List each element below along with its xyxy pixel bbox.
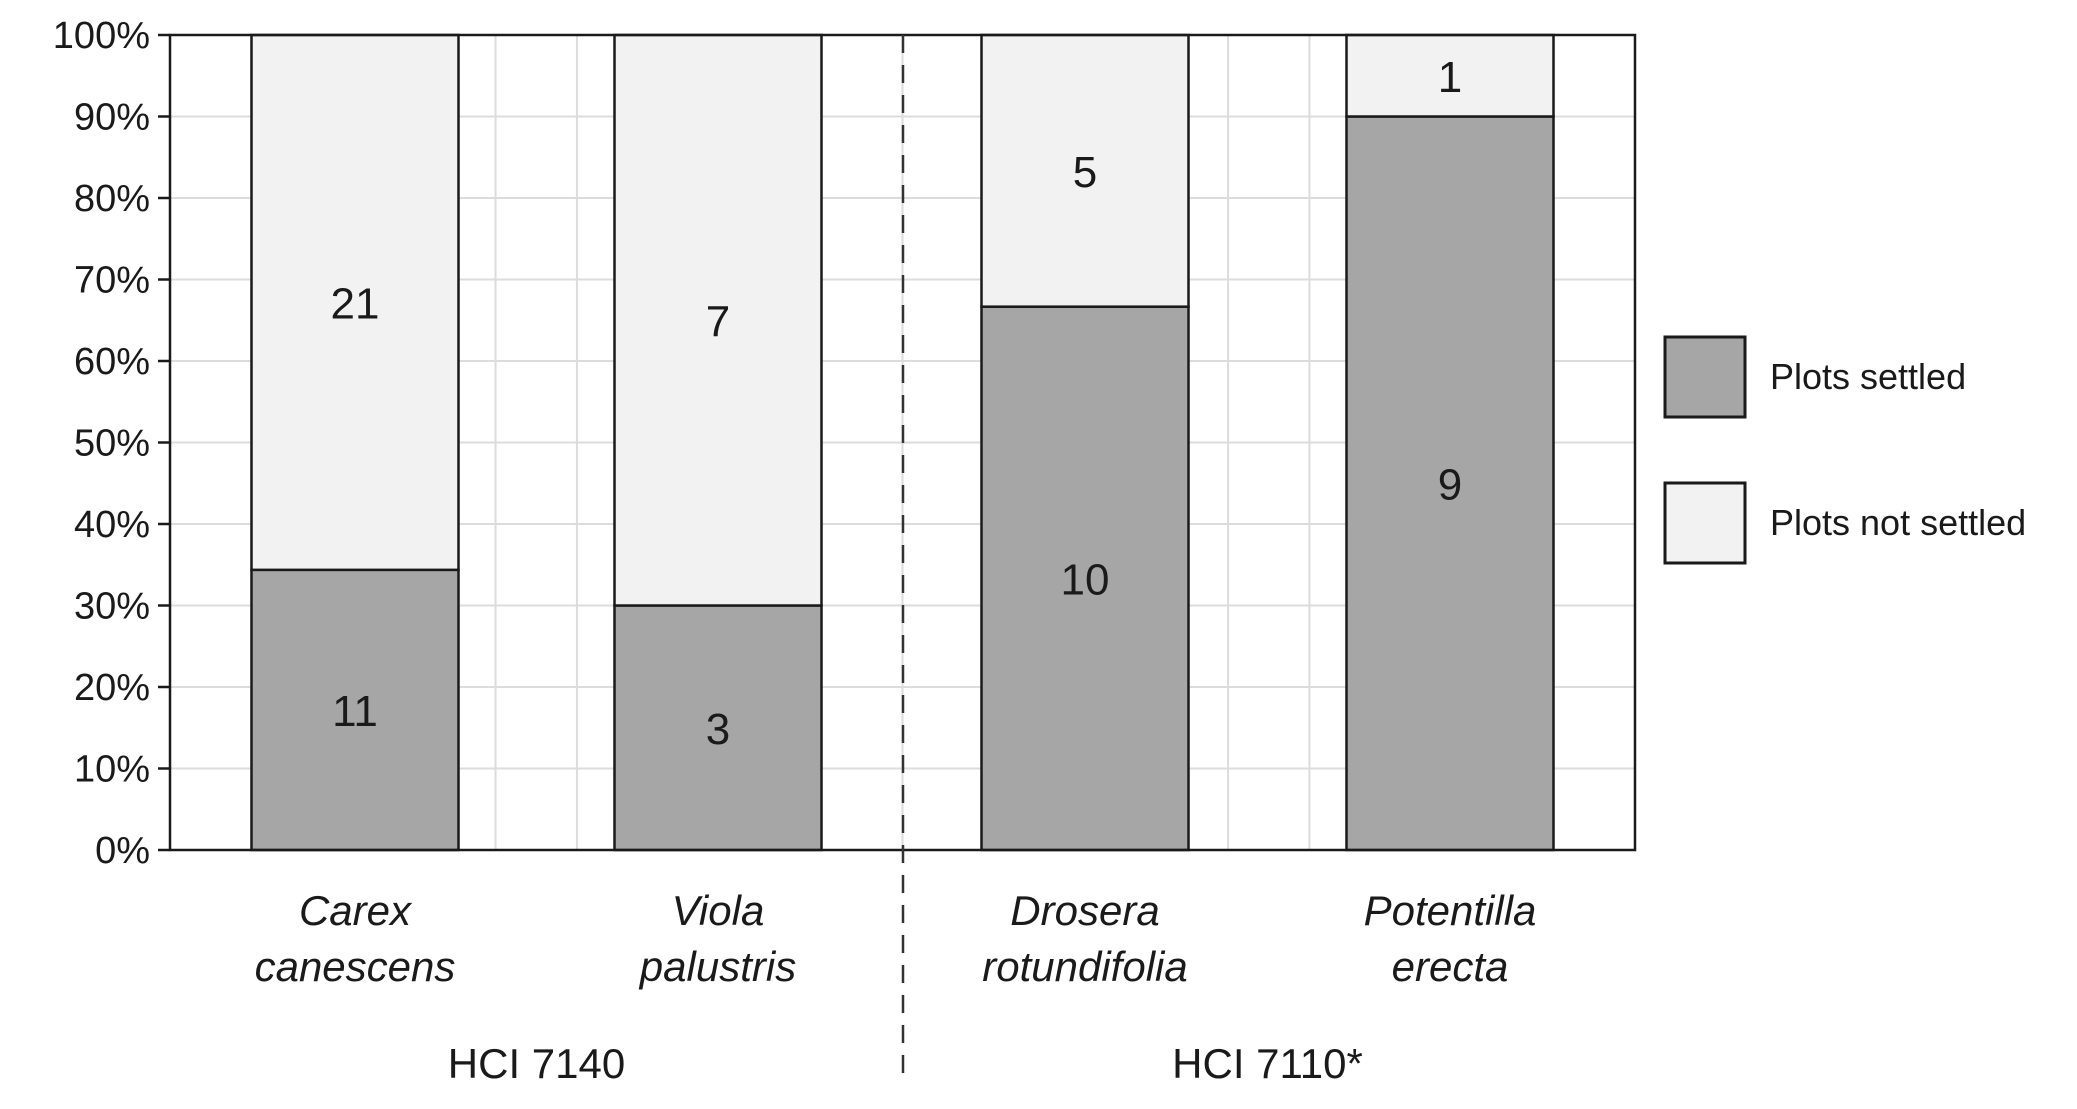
y-tick-labels: 0% 10% 20% 30% 40% 50% 60% 70% 80% 90% 100% [53, 15, 150, 872]
data-label: 1 [1438, 53, 1462, 102]
legend-label: Plots not settled [1770, 502, 2026, 543]
category-label-line: Carex [299, 887, 413, 934]
legend-swatch [1663, 335, 1747, 419]
category-label: Viola palustris [638, 887, 796, 990]
group-label: HCI 7140 [448, 1040, 625, 1087]
y-tick-label: 90% [74, 97, 150, 139]
y-tick-label: 50% [74, 423, 150, 465]
y-tick-label: 10% [74, 749, 150, 791]
data-label: 7 [706, 297, 730, 346]
y-tick-label: 20% [74, 667, 150, 709]
bar-segment-not-settled [980, 33, 1190, 308]
axes [158, 33, 1637, 1080]
category-label-line: Drosera [1010, 887, 1159, 934]
category-label-line: rotundifolia [982, 943, 1187, 990]
bar-segment-settled [980, 305, 1190, 852]
data-label: 9 [1438, 460, 1462, 509]
data-label: 3 [706, 705, 730, 754]
bar-segment-not-settled [250, 33, 460, 572]
data-label: 21 [331, 279, 380, 328]
bar-segment-settled [613, 604, 823, 852]
category-labels: Carex canescens Viola palustris Drosera rotun… [255, 887, 1537, 990]
bar-segment-settled [250, 568, 460, 852]
data-label: 11 [332, 687, 378, 736]
category-label: Carex canescens [255, 887, 456, 990]
category-label: Drosera rotundifolia [982, 887, 1187, 990]
y-tick-label: 0% [95, 830, 150, 872]
category-label: Potentilla erecta [1364, 887, 1537, 990]
category-label-line: canescens [255, 943, 456, 990]
y-tick-label: 40% [74, 504, 150, 546]
y-tick-label: 70% [74, 260, 150, 302]
y-tick-label: 60% [74, 341, 150, 383]
category-label-line: erecta [1392, 943, 1509, 990]
legend-label: Plots settled [1770, 356, 1966, 397]
group-labels: HCI 7140 HCI 7110* [448, 1040, 1363, 1087]
y-tick-label: 80% [74, 178, 150, 220]
bar-segment-not-settled [613, 33, 823, 607]
category-label-line: Viola [672, 887, 765, 934]
category-label-line: Potentilla [1364, 887, 1537, 934]
data-label: 5 [1073, 148, 1097, 197]
legend-swatch [1663, 481, 1747, 565]
y-tick-label: 30% [74, 586, 150, 628]
category-label-line: palustris [638, 943, 796, 990]
y-tick-label: 100% [53, 15, 150, 57]
legend: Plots settled Plots not settled [1663, 335, 2026, 565]
bars: 11 21 3 7 10 5 9 1 [250, 33, 1555, 852]
group-label: HCI 7110* [1172, 1040, 1363, 1087]
data-label: 10 [1061, 555, 1110, 604]
